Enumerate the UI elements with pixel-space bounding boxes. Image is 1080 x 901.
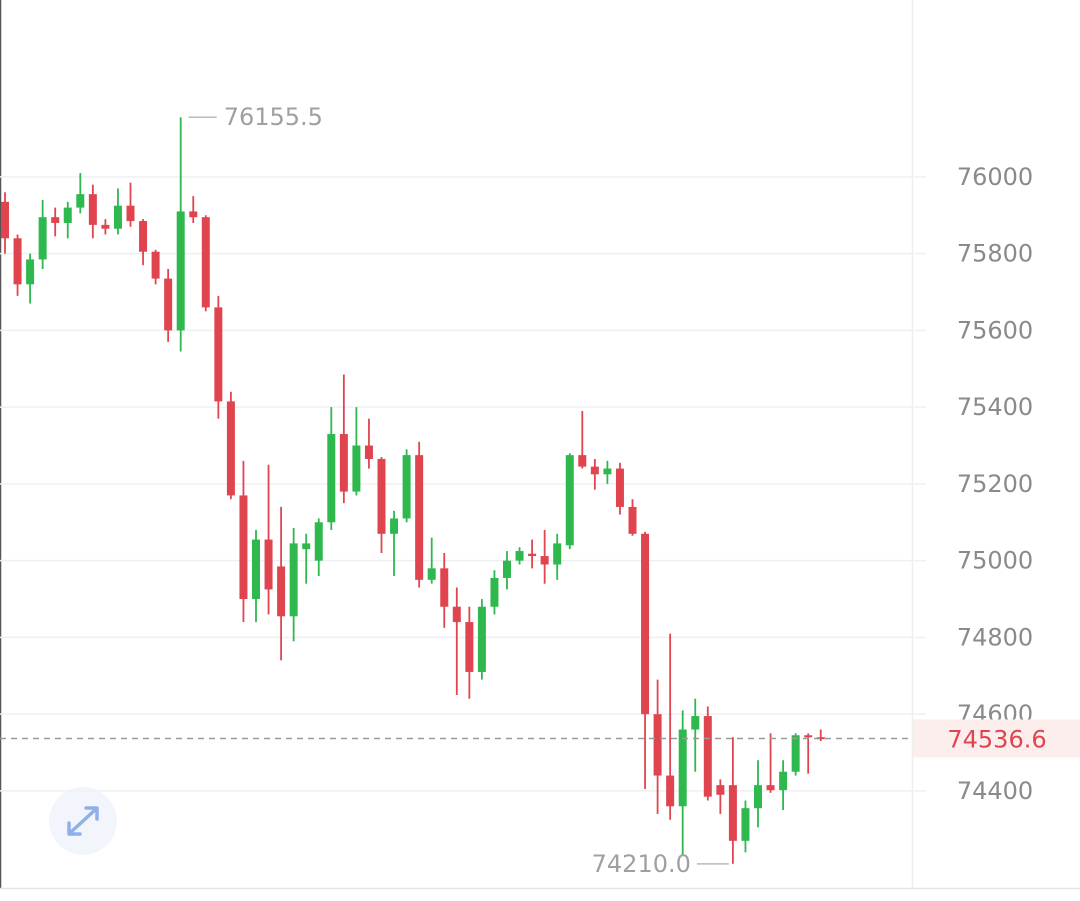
candle-body	[63, 207, 72, 223]
y-tick-label: 75200	[957, 470, 1033, 498]
candle-body	[653, 714, 662, 776]
candle-body	[339, 434, 348, 492]
candle-body	[51, 217, 60, 223]
candle-body	[189, 211, 198, 218]
candle-body	[139, 221, 148, 252]
candle-body	[691, 716, 700, 730]
candle-body	[76, 194, 85, 208]
candle-body	[364, 445, 373, 459]
candle-body	[553, 543, 562, 565]
candle-body	[314, 522, 323, 561]
high-annotation: 76155.5	[224, 103, 323, 131]
y-tick-label: 75000	[957, 547, 1033, 575]
candle-body	[126, 205, 135, 222]
candle-body	[728, 785, 737, 841]
candle-body	[615, 468, 624, 507]
candle-body	[628, 506, 637, 534]
candle-body	[327, 434, 336, 523]
candle-body	[176, 211, 185, 331]
y-tick-label: 74400	[957, 777, 1033, 805]
expand-button[interactable]	[49, 787, 117, 855]
candle-body	[415, 455, 424, 580]
candle-body	[427, 568, 436, 580]
candle-body	[440, 568, 449, 607]
candle-body	[201, 217, 210, 308]
candle-body	[528, 553, 537, 557]
candle-body	[804, 735, 813, 738]
low-annotation: 74210.0	[592, 850, 691, 878]
candle-body	[816, 737, 825, 740]
candle-body	[641, 533, 650, 715]
candle-body	[151, 251, 160, 279]
candle-body	[754, 785, 762, 809]
y-tick-label: 75400	[957, 393, 1033, 421]
candle-body	[515, 551, 524, 561]
candle-body	[666, 775, 675, 807]
candle-body	[603, 468, 612, 475]
candle-body	[38, 217, 47, 260]
last-price-label: 74536.6	[947, 725, 1046, 753]
y-tick-label: 75600	[957, 316, 1033, 344]
candle-body	[226, 401, 235, 496]
candle-body	[390, 518, 399, 534]
candle-body	[477, 606, 486, 672]
y-tick-label: 74800	[957, 623, 1033, 651]
candle-body	[503, 560, 511, 578]
candle-body	[101, 224, 110, 229]
candle-body	[741, 808, 750, 841]
candle-body	[540, 556, 549, 565]
candle-body	[377, 458, 386, 534]
candle-body	[164, 278, 173, 331]
candle-body	[779, 771, 788, 791]
expand-icon[interactable]	[67, 806, 99, 836]
candle-body	[352, 445, 361, 492]
candle-body	[590, 466, 599, 475]
candle-body	[565, 455, 574, 546]
candle-body	[716, 785, 725, 795]
candle-body	[214, 307, 223, 402]
candle-body	[252, 539, 260, 600]
candle-body	[13, 238, 22, 285]
y-tick-label: 76000	[957, 163, 1033, 191]
candle-body	[791, 735, 800, 772]
candle-body	[678, 729, 687, 807]
candle-body	[289, 543, 298, 617]
y-tick-label: 75800	[957, 240, 1033, 268]
last-price-box	[913, 719, 1080, 758]
candle-body	[277, 566, 286, 617]
candle-body	[766, 785, 775, 791]
candle-body	[88, 194, 97, 225]
candle-body	[402, 455, 411, 519]
candle-body	[1, 201, 9, 239]
candle-body	[26, 259, 35, 285]
candle-body	[490, 577, 499, 607]
candle-body	[578, 455, 587, 467]
candle-body	[302, 543, 311, 550]
candle-body	[264, 539, 273, 590]
candle-body	[703, 716, 712, 797]
candle-body	[113, 205, 122, 229]
candle-body	[239, 495, 248, 600]
candle-body	[452, 606, 461, 623]
candle-body	[465, 622, 474, 672]
